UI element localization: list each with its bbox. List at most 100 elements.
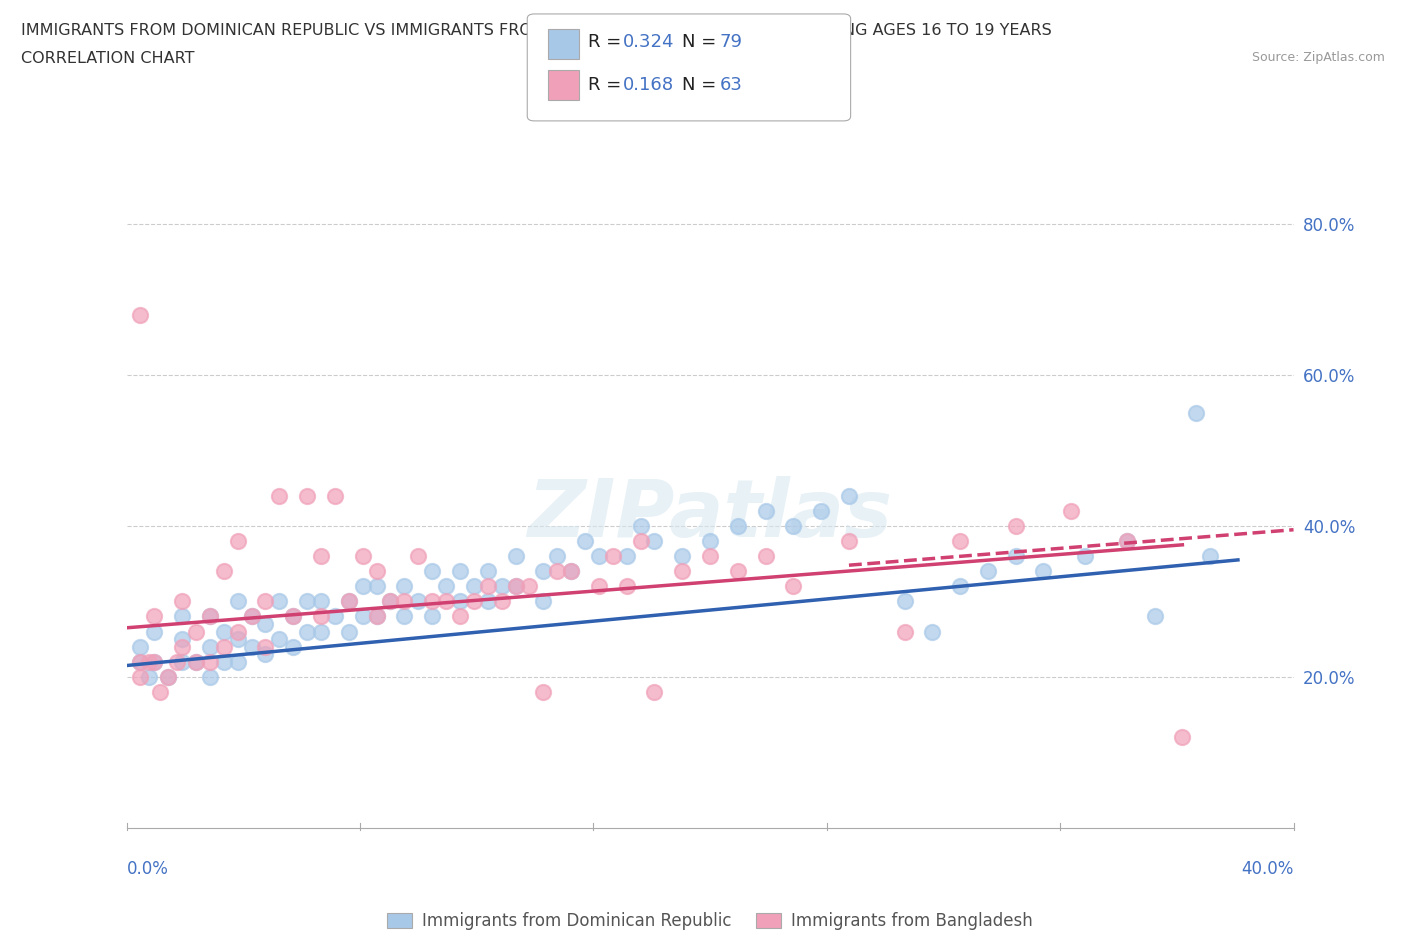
Point	[254, 617, 277, 631]
Point	[184, 624, 207, 639]
Text: R =: R =	[588, 75, 627, 94]
Point	[166, 655, 188, 670]
Point	[1115, 534, 1137, 549]
Point	[893, 594, 915, 609]
Point	[269, 488, 291, 503]
Point	[463, 578, 485, 593]
Point	[198, 655, 221, 670]
Point	[380, 594, 402, 609]
Text: 79: 79	[720, 33, 742, 51]
Point	[519, 578, 541, 593]
Point	[283, 609, 305, 624]
Point	[226, 631, 249, 646]
Point	[295, 594, 318, 609]
Point	[309, 624, 332, 639]
Text: ZIPatlas: ZIPatlas	[527, 476, 893, 554]
Point	[782, 578, 804, 593]
Point	[727, 519, 749, 534]
Point	[574, 534, 596, 549]
Point	[337, 594, 360, 609]
Point	[337, 594, 360, 609]
Point	[505, 578, 527, 593]
Point	[366, 564, 388, 578]
Point	[699, 549, 721, 564]
Point	[254, 594, 277, 609]
Point	[172, 639, 194, 654]
Point	[491, 594, 513, 609]
Text: N =: N =	[682, 33, 721, 51]
Text: 0.168: 0.168	[623, 75, 673, 94]
Point	[172, 609, 194, 624]
Point	[505, 578, 527, 593]
Text: 0.324: 0.324	[623, 33, 675, 51]
Point	[309, 594, 332, 609]
Point	[616, 578, 638, 593]
Text: IMMIGRANTS FROM DOMINICAN REPUBLIC VS IMMIGRANTS FROM BANGLADESH UNEMPLOYMENT AM: IMMIGRANTS FROM DOMINICAN REPUBLIC VS IM…	[21, 23, 1052, 38]
Point	[1032, 564, 1054, 578]
Point	[337, 624, 360, 639]
Point	[394, 609, 416, 624]
Point	[129, 307, 152, 322]
Point	[226, 534, 249, 549]
Point	[352, 549, 374, 564]
Point	[212, 655, 235, 670]
Point	[226, 624, 249, 639]
Point	[138, 655, 160, 670]
Point	[143, 655, 166, 670]
Point	[309, 609, 332, 624]
Point	[531, 594, 554, 609]
Point	[172, 655, 194, 670]
Point	[254, 639, 277, 654]
Point	[143, 609, 166, 624]
Point	[198, 639, 221, 654]
Point	[240, 609, 263, 624]
Point	[198, 609, 221, 624]
Point	[254, 646, 277, 661]
Point	[755, 549, 778, 564]
Point	[309, 549, 332, 564]
Point	[269, 631, 291, 646]
Point	[366, 609, 388, 624]
Point	[1185, 405, 1208, 420]
Point	[449, 564, 471, 578]
Point	[671, 549, 693, 564]
Text: 40.0%: 40.0%	[1241, 860, 1294, 878]
Point	[782, 519, 804, 534]
Text: Source: ZipAtlas.com: Source: ZipAtlas.com	[1251, 51, 1385, 64]
Point	[212, 564, 235, 578]
Point	[643, 534, 665, 549]
Text: 63: 63	[720, 75, 742, 94]
Point	[283, 609, 305, 624]
Point	[755, 503, 778, 518]
Point	[269, 594, 291, 609]
Point	[394, 578, 416, 593]
Point	[893, 624, 915, 639]
Point	[129, 655, 152, 670]
Point	[671, 564, 693, 578]
Point	[491, 578, 513, 593]
Point	[602, 549, 624, 564]
Point	[149, 684, 172, 699]
Point	[240, 639, 263, 654]
Point	[434, 578, 457, 593]
Point	[295, 488, 318, 503]
Point	[1004, 519, 1026, 534]
Point	[1074, 549, 1097, 564]
Point	[477, 578, 499, 593]
Point	[323, 488, 346, 503]
Point	[366, 578, 388, 593]
Point	[212, 624, 235, 639]
Point	[198, 670, 221, 684]
Point	[560, 564, 582, 578]
Point	[921, 624, 943, 639]
Point	[198, 609, 221, 624]
Point	[129, 639, 152, 654]
Point	[588, 549, 610, 564]
Point	[143, 655, 166, 670]
Point	[463, 594, 485, 609]
Point	[408, 594, 430, 609]
Point	[420, 609, 443, 624]
Point	[138, 670, 160, 684]
Point	[630, 534, 652, 549]
Point	[477, 594, 499, 609]
